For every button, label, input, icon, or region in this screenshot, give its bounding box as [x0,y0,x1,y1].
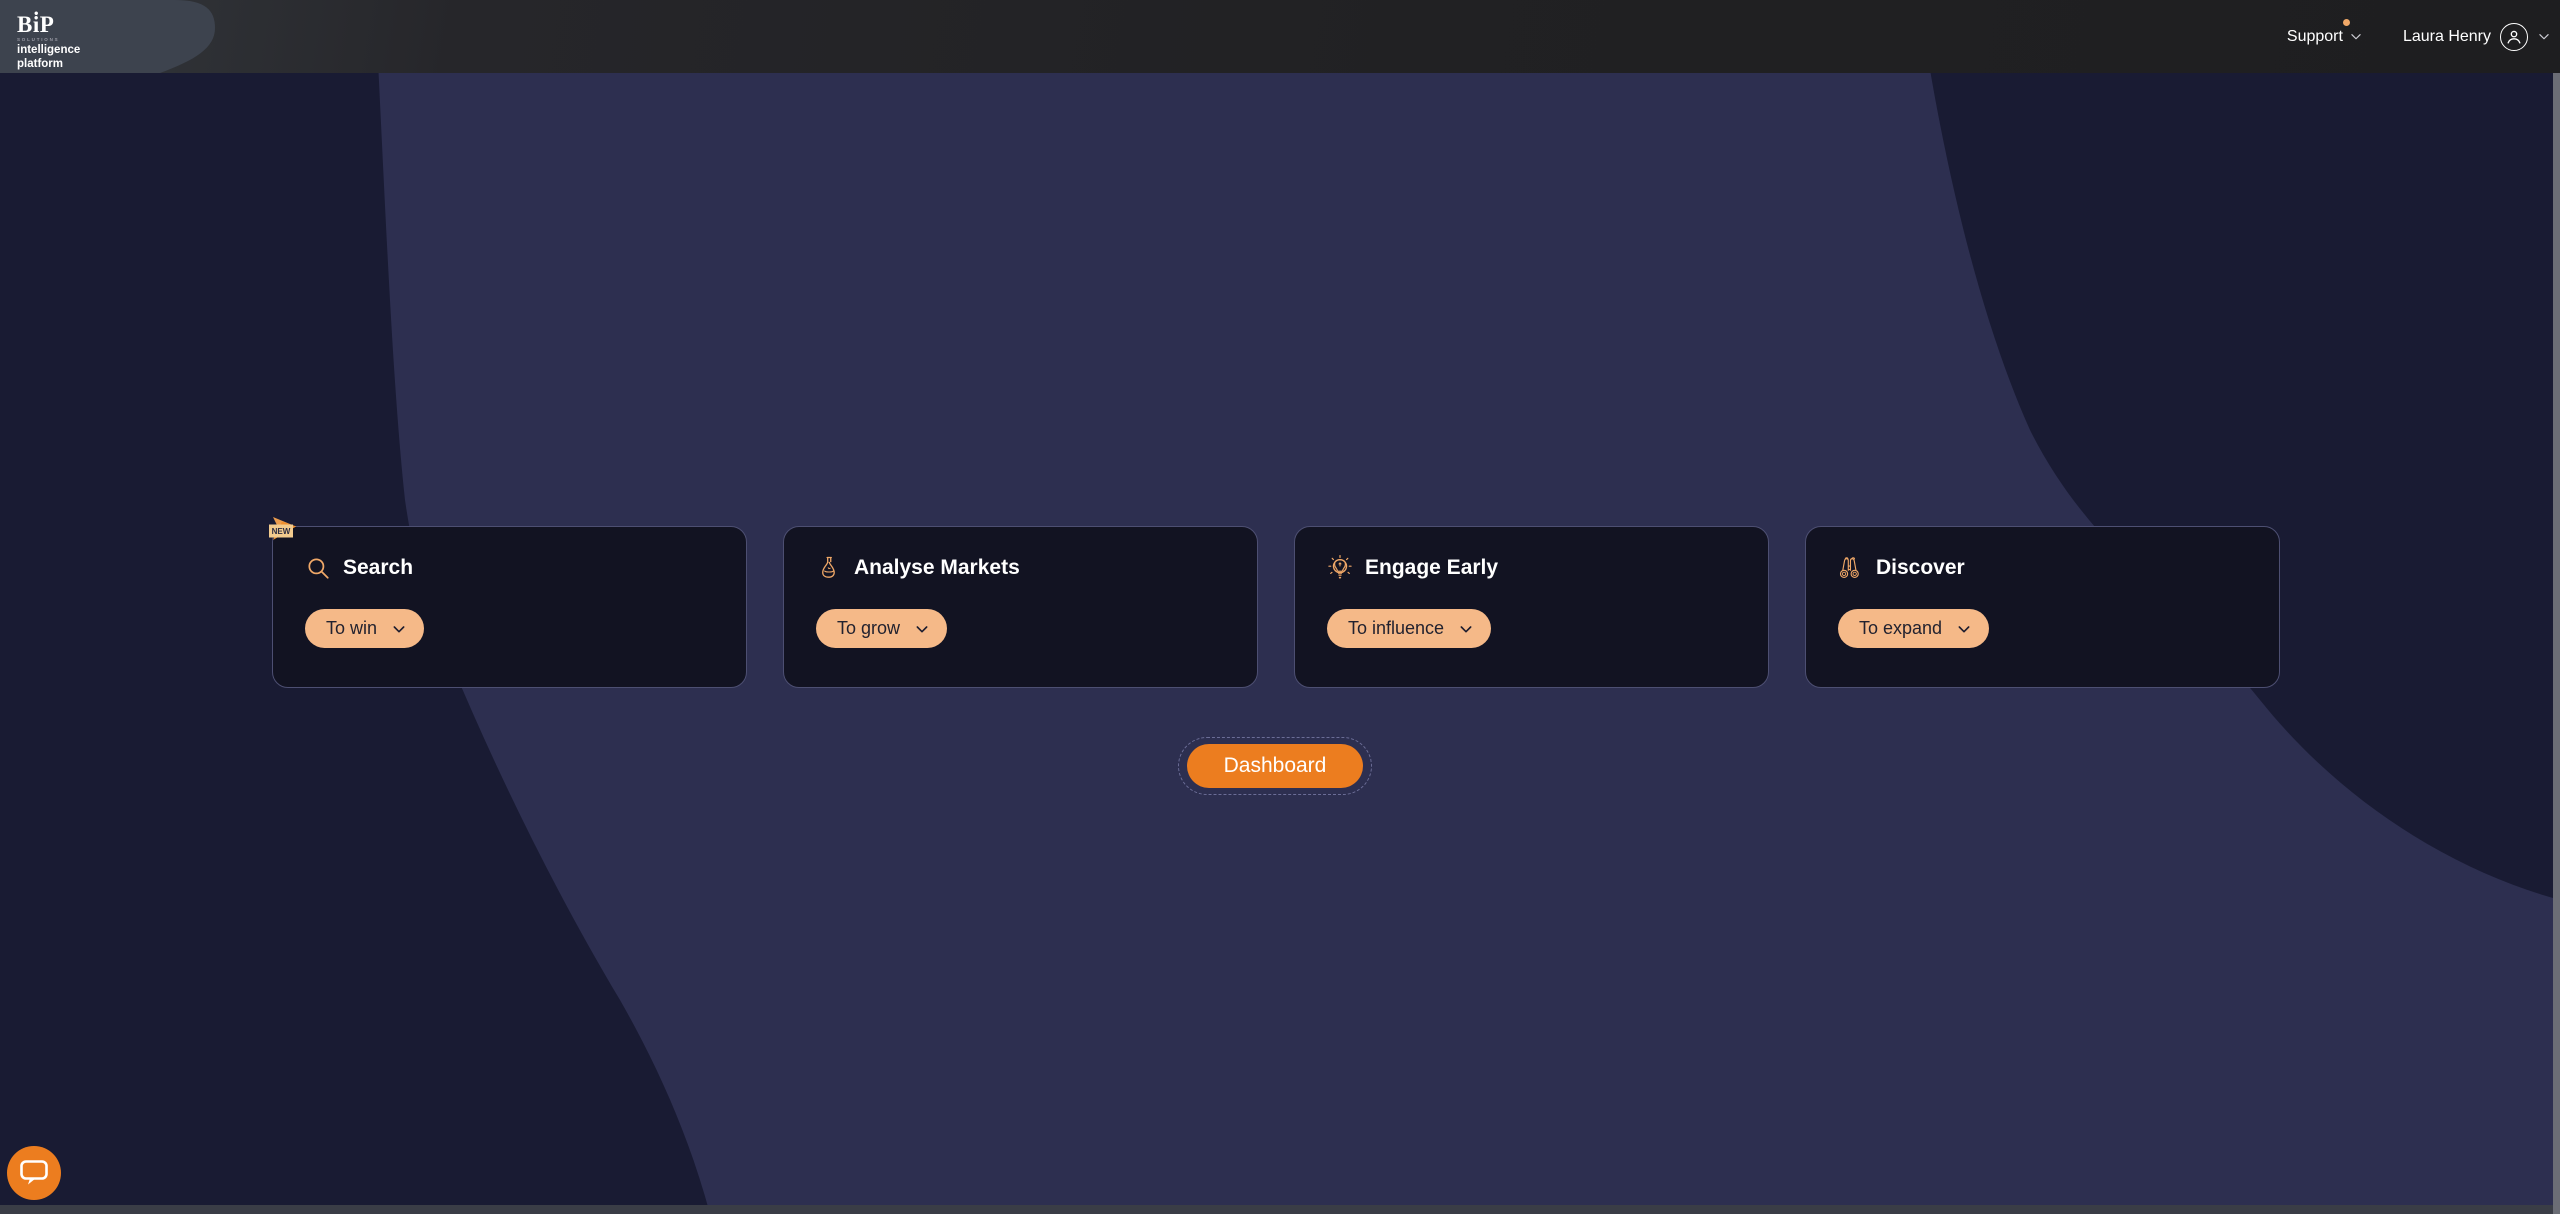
svg-text:NEW: NEW [272,527,291,536]
